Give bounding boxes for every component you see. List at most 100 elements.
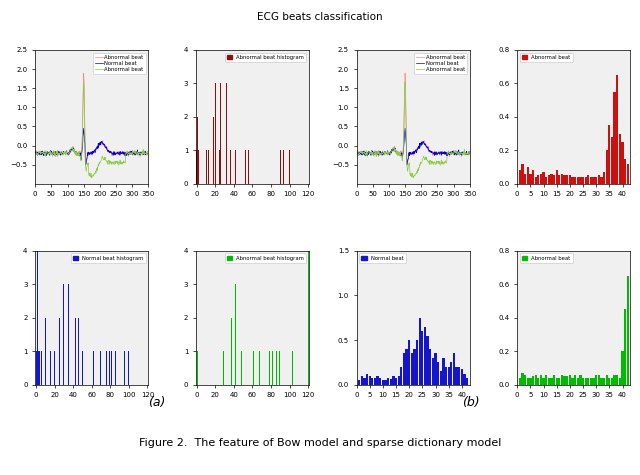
Bar	[524, 375, 526, 385]
Normal beat	[405, 153, 413, 159]
Bar	[616, 75, 618, 184]
Abnormal beat	[420, 153, 428, 159]
Text: Figure 2.  The feature of Bow model and sparse dictionary model: Figure 2. The feature of Bow model and s…	[139, 438, 501, 448]
Bar	[590, 177, 592, 184]
Bar	[54, 352, 55, 385]
Abnormal beat	[144, 151, 152, 157]
Bar	[579, 375, 582, 385]
Bar	[440, 371, 442, 385]
Bar	[527, 378, 529, 385]
Bar	[292, 352, 293, 385]
Bar	[400, 367, 403, 385]
Abnormal beat	[405, 161, 413, 166]
Bar	[619, 378, 621, 385]
Bar	[259, 352, 260, 385]
Bar	[519, 378, 521, 385]
Bar	[550, 378, 552, 385]
Normal beat	[143, 150, 151, 156]
Abnormal beat	[61, 151, 69, 157]
Bar	[403, 353, 405, 385]
Bar	[223, 352, 224, 385]
Bar	[608, 378, 611, 385]
Bar	[453, 353, 455, 385]
Bar	[566, 175, 568, 184]
Bar	[279, 352, 280, 385]
Line: Abnormal beat: Abnormal beat	[35, 73, 148, 164]
Abnormal beat	[31, 151, 39, 156]
Bar	[543, 172, 545, 184]
Bar	[598, 375, 600, 385]
Legend: Abnormal beat, Normal beat, Abnormal beat: Abnormal beat, Normal beat, Abnormal bea…	[414, 53, 467, 74]
Bar	[519, 171, 521, 184]
Bar	[374, 378, 376, 385]
Bar	[537, 378, 540, 385]
Bar	[397, 376, 400, 385]
Abnormal beat	[405, 151, 413, 156]
Normal beat	[403, 162, 411, 168]
Bar	[556, 171, 558, 184]
Bar	[548, 378, 550, 385]
Bar	[106, 352, 107, 385]
Line: Abnormal beat: Abnormal beat	[356, 73, 469, 164]
Bar	[524, 174, 526, 184]
Bar	[111, 352, 112, 385]
Bar	[197, 352, 198, 385]
Bar	[93, 352, 94, 385]
Normal beat	[80, 125, 88, 131]
Bar	[600, 177, 603, 184]
Normal beat	[144, 151, 152, 157]
Legend: Abnormal beat: Abnormal beat	[520, 254, 573, 263]
Bar	[595, 375, 597, 385]
Abnormal beat	[383, 151, 390, 157]
Normal beat	[465, 150, 472, 156]
Bar	[88, 318, 90, 385]
Bar	[574, 177, 576, 184]
Bar	[553, 375, 556, 385]
Bar	[608, 125, 611, 184]
Abnormal beat	[88, 175, 95, 181]
Bar	[532, 171, 534, 184]
Bar	[248, 150, 249, 184]
Bar	[432, 358, 434, 385]
Bar	[426, 336, 429, 385]
Bar	[59, 318, 60, 385]
Bar	[41, 352, 42, 385]
Bar	[579, 177, 582, 184]
Abnormal beat	[140, 151, 148, 156]
Bar	[49, 352, 51, 385]
Text: (a): (a)	[148, 396, 166, 409]
Bar	[605, 150, 608, 184]
Abnormal beat	[461, 151, 469, 156]
Abnormal beat	[465, 151, 473, 157]
Bar	[545, 375, 547, 385]
Bar	[429, 349, 431, 385]
Bar	[614, 92, 616, 184]
Bar	[421, 331, 424, 385]
Bar	[466, 378, 468, 385]
Bar	[619, 133, 621, 184]
Abnormal beat	[461, 151, 469, 156]
Bar	[584, 177, 587, 184]
Bar	[627, 164, 629, 184]
Text: (b): (b)	[461, 396, 479, 409]
Bar	[611, 137, 613, 184]
Bar	[569, 175, 571, 184]
Bar	[627, 276, 629, 385]
Bar	[442, 358, 445, 385]
Line: Abnormal beat: Abnormal beat	[35, 82, 148, 178]
Bar	[379, 378, 381, 385]
Bar	[621, 142, 623, 184]
Bar	[219, 150, 220, 184]
Normal beat	[31, 148, 39, 154]
Abnormal beat	[465, 149, 473, 155]
Bar	[556, 378, 558, 385]
Bar	[611, 378, 613, 385]
Bar	[522, 164, 524, 184]
Bar	[213, 117, 214, 184]
Abnormal beat	[383, 150, 390, 156]
Bar	[244, 150, 246, 184]
Bar	[406, 349, 408, 385]
Bar	[215, 84, 216, 184]
Bar	[232, 284, 234, 385]
Bar	[577, 378, 579, 385]
